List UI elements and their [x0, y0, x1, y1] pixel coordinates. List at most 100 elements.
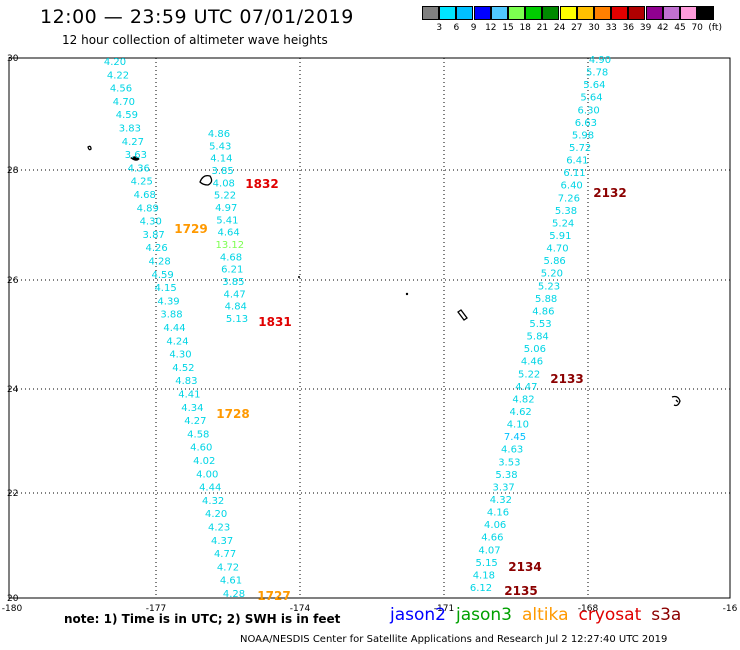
wave-height-label: 5.24: [552, 218, 574, 229]
credit-line: NOAA/NESDIS Center for Satellite Applica…: [240, 634, 668, 645]
island-shape: [199, 174, 213, 186]
wave-height-label: 4.63: [501, 445, 523, 456]
wave-height-label: 5.23: [538, 281, 560, 292]
wave-height-label: 4.28: [148, 257, 170, 268]
wave-height-label: 4.58: [187, 429, 209, 440]
wave-height-label: 4.84: [225, 302, 247, 313]
pass-time-label: 1832: [245, 177, 278, 191]
pass-time-label: 2134: [508, 560, 541, 574]
wave-height-label: 4.62: [510, 407, 532, 418]
wave-height-label: 4.64: [217, 228, 239, 239]
legend-label: 24: [553, 23, 566, 33]
lon-tick-label: -180: [2, 604, 23, 614]
wave-height-label: 4.86: [532, 306, 554, 317]
legend-swatch: [422, 6, 439, 20]
wave-height-label: 6.41: [566, 156, 588, 167]
page-title: 12:00 — 23:59 UTC 07/01/2019: [40, 6, 354, 28]
lon-tick-label: -174: [290, 604, 311, 614]
legend-label: 27: [571, 23, 583, 33]
wave-height-label: 4.20: [205, 509, 227, 520]
wave-height-label: 4.08: [213, 178, 235, 189]
wave-height-label: 5.53: [529, 319, 551, 330]
wave-height-label: 6.11: [563, 168, 585, 179]
pass-time-label: 1831: [258, 315, 291, 329]
legend-label: 39: [639, 23, 652, 33]
legend-unit: (ft): [708, 23, 722, 33]
wave-height-label: 3.88: [160, 310, 182, 321]
wave-height-label: 4.07: [478, 545, 500, 556]
wave-height-label: 6.12: [470, 583, 492, 594]
wave-height-label: 4.72: [217, 562, 239, 573]
satellite-legend-item: cryosat: [578, 605, 642, 625]
wave-height-label: 4.44: [199, 483, 221, 494]
wave-height-label: 4.32: [490, 495, 512, 506]
wave-height-label: 4.52: [172, 363, 194, 374]
wave-height-label: 4.66: [481, 533, 503, 544]
pass-time-label: 1729: [174, 222, 207, 236]
wave-height-label: 4.41: [178, 390, 200, 401]
wave-height-label: 6.30: [578, 105, 600, 116]
wave-height-label: 5.22: [518, 369, 540, 380]
legend-label: 6: [453, 23, 460, 33]
wave-height-label: 5.78: [586, 68, 608, 79]
wave-height-label: 4.06: [484, 520, 506, 531]
lon-tick-label: -171: [434, 604, 454, 614]
wave-height-label: 4.36: [128, 163, 150, 174]
wave-height-label: 4.22: [107, 70, 129, 81]
wave-height-label: 4.46: [521, 357, 543, 368]
wave-height-label: 4.82: [512, 394, 534, 405]
units-note: note: 1) Time is in UTC; 2) SWH is in fe…: [64, 612, 341, 626]
wave-height-label: 6.40: [561, 181, 583, 192]
wave-height-label: 3.85: [211, 166, 233, 177]
wave-height-label: 7.45: [504, 432, 526, 443]
legend-swatch: [611, 6, 629, 20]
wave-height-label: 3.63: [125, 150, 147, 161]
wave-height-label: 3.87: [143, 230, 165, 241]
legend-swatch: [525, 6, 543, 20]
pass-time-label: 1727: [257, 589, 290, 603]
wave-height-label: 5.86: [544, 256, 566, 267]
wave-height-label: 4.70: [546, 244, 568, 255]
wave-height-label: 6.21: [221, 265, 243, 276]
altimeter-tracks: 4.20 4.22 4.56 4.70 4.59 3.83 4.27 3.63 4.36 4.25…: [104, 55, 611, 600]
wave-height-label: 3.53: [498, 457, 520, 468]
legend-swatch: [439, 6, 457, 20]
legend-swatch: [645, 6, 663, 20]
wave-height-label: 4.47: [515, 382, 537, 393]
map-grid: [9, 58, 730, 598]
wave-height-label: 4.60: [190, 443, 212, 454]
map-axis-labels: -180 -177 -174 -171 -168 -16 30 28 26 24 22 20: [2, 54, 738, 614]
wave-height-label: 5.20: [541, 269, 563, 280]
lat-tick-label: 20: [7, 594, 19, 604]
wave-height-label: 4.37: [211, 536, 233, 547]
legend-label: 45: [674, 23, 686, 33]
satellite-legend-item: s3a: [651, 605, 682, 625]
wave-height-label: 5.15: [476, 558, 498, 569]
wave-height-label: 4.61: [220, 576, 242, 587]
lat-tick-label: 24: [7, 385, 19, 395]
wave-height-label: 4.27: [122, 137, 144, 148]
legend-swatch: [490, 6, 508, 20]
wave-height-label: 5.06: [524, 344, 546, 355]
wave-height-label: 4.24: [166, 336, 188, 347]
lon-tick-label: -168: [578, 604, 599, 614]
wave-height-label: 4.25: [131, 177, 153, 188]
wave-height-label: 4.68: [220, 252, 242, 263]
wave-height-label: 5.22: [214, 191, 236, 202]
wave-height-label: 4.20: [104, 57, 126, 68]
satellite-legend-item: jason2: [390, 605, 446, 625]
pass-time-label: 2133: [550, 372, 583, 386]
wave-height-label: 5.88: [535, 294, 557, 305]
wave-height-label: 5.91: [549, 231, 571, 242]
legend-swatch: [628, 6, 646, 20]
wave-height-label: 4.59: [116, 110, 138, 121]
legend-label: 42: [657, 23, 669, 33]
wave-height-label: 4.30: [140, 217, 162, 228]
legend-label: 12: [485, 23, 497, 33]
wave-height-label: 4.97: [215, 203, 237, 214]
wave-height-label: 13.12: [215, 240, 244, 251]
wave-height-label: 4.27: [184, 416, 206, 427]
map-frame: [8, 57, 731, 599]
satellite-legend-item: jason3: [456, 605, 512, 625]
